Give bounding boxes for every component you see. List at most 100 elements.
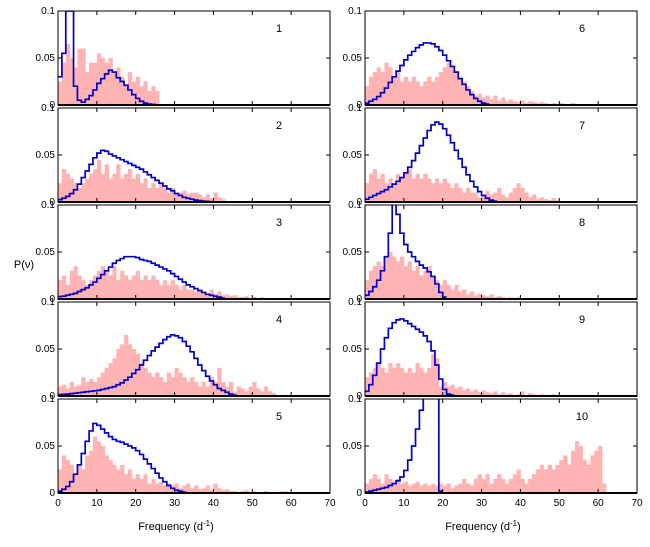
histogram-bar [124, 86, 129, 105]
model-step-line [365, 121, 498, 202]
histogram-bar [462, 390, 467, 396]
histogram-bar [434, 178, 440, 202]
histogram-bar [89, 379, 94, 396]
histogram-bar [143, 178, 148, 202]
histogram-bar [442, 280, 447, 299]
histogram-bar [520, 187, 525, 202]
histogram-bar [61, 169, 67, 202]
histogram-bar [431, 353, 436, 396]
histogram-bar [77, 187, 82, 202]
histogram-bar [178, 289, 183, 299]
histogram-bar [151, 275, 156, 299]
histogram-bar [508, 393, 514, 396]
histogram-bar [194, 291, 199, 299]
histogram [365, 252, 529, 299]
histogram [365, 441, 607, 493]
histogram-bar [190, 289, 195, 299]
histogram-bar [73, 266, 78, 299]
histogram-bar [594, 450, 599, 493]
histogram-bar [442, 178, 447, 202]
histogram-bar [473, 478, 479, 493]
histogram [58, 436, 296, 493]
model-step-line [58, 334, 237, 396]
histogram-bar [431, 275, 436, 299]
histogram-bar [485, 296, 490, 299]
histogram-bar [112, 266, 117, 299]
histogram-bar [528, 478, 533, 493]
panel-number: 2 [276, 120, 282, 132]
histogram-bar [205, 386, 210, 396]
histogram-bar [501, 392, 506, 396]
histogram-bar [85, 284, 90, 299]
histogram [365, 169, 560, 202]
x-axis-label-left-exponent: -1 [203, 519, 211, 528]
x-axis-label-left-text: Frequency (d [138, 521, 203, 533]
histogram-bar [431, 183, 436, 202]
x-tick-label: 40 [515, 498, 527, 509]
panel-4: 0 0.05 0.1 4 [36, 297, 331, 402]
histogram-bar [104, 62, 109, 105]
histogram-bar [61, 275, 67, 299]
histogram-bar [147, 372, 152, 396]
histogram-bar [205, 194, 210, 202]
histogram-bar [532, 102, 537, 105]
histogram-bar [92, 62, 98, 105]
histogram-bar [501, 194, 506, 202]
histogram-bar [407, 367, 413, 396]
histogram-bar [124, 474, 129, 493]
histogram-bar [201, 488, 207, 493]
histogram-bar [365, 183, 370, 202]
y-tick-label: 0 [356, 294, 362, 305]
histogram-bar [100, 58, 106, 105]
histogram-bar [116, 164, 121, 202]
histogram-bar [403, 76, 409, 105]
histogram-bar [73, 183, 78, 202]
x-tick-label: 40 [208, 498, 220, 509]
histogram-bar [392, 367, 397, 396]
histogram-bar [260, 391, 265, 396]
histogram [365, 62, 583, 105]
histogram-bar [174, 367, 179, 396]
histogram-bar [493, 478, 498, 493]
histogram-bar [407, 169, 413, 202]
histogram-bar [520, 100, 525, 105]
histogram-bar [116, 349, 121, 396]
histogram-bar [450, 187, 455, 202]
histogram-bar [396, 478, 401, 493]
y-tick-label: 0.1 [348, 103, 362, 114]
histogram-bar [516, 469, 521, 493]
y-tick-label: 0.05 [36, 441, 56, 452]
histogram-bar [194, 485, 199, 493]
histogram-bar [489, 99, 494, 105]
histogram-bar [598, 446, 603, 493]
histogram-bar [69, 464, 74, 493]
histogram-bar [454, 183, 459, 202]
histogram-bar [508, 192, 514, 202]
histogram-bar [539, 102, 545, 105]
histogram-bar [252, 381, 257, 396]
histogram-bar [376, 67, 381, 105]
histogram-bar [403, 173, 409, 202]
histogram-bar [267, 391, 273, 396]
histogram-bar [162, 280, 168, 299]
histogram-bar [481, 97, 486, 105]
histogram-bar [477, 293, 482, 299]
histogram-bar [532, 194, 537, 202]
histogram-bar [190, 377, 195, 396]
histogram-bar [96, 377, 102, 396]
histogram-bar [469, 485, 475, 493]
y-tick-label: 0 [49, 100, 55, 111]
histogram-bar [256, 388, 261, 396]
histogram-bar [466, 86, 471, 105]
histogram-bar [551, 469, 556, 493]
histogram-bar [473, 389, 479, 396]
histogram-bar [427, 266, 432, 299]
histogram-bar [384, 474, 389, 493]
panel-6: 0 0.05 0.1 6 [343, 6, 638, 111]
histogram-bar [543, 469, 549, 493]
histogram-bar [213, 483, 218, 493]
y-axis-label: P(ν) [14, 259, 34, 271]
histogram-bar [403, 372, 409, 396]
histogram-bar [147, 90, 152, 105]
